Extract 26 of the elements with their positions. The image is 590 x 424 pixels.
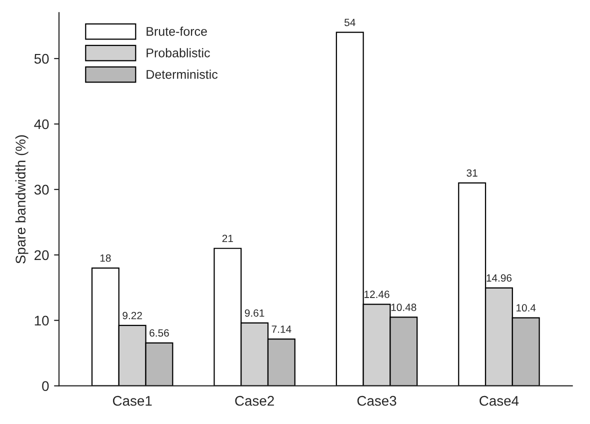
legend-label: Deterministic	[146, 70, 218, 79]
y-tick-label: 10	[34, 316, 49, 326]
legend-label: Probablistic	[146, 48, 210, 58]
data-label: 31	[466, 169, 478, 177]
data-label: 21	[222, 234, 233, 242]
data-label: 9.22	[122, 312, 142, 320]
y-tick-label: 40	[34, 119, 49, 130]
x-tick-label: Case4	[480, 396, 519, 406]
legend-label: Brute-force	[146, 26, 207, 36]
data-label: 9.61	[244, 309, 264, 317]
data-label: 10.4	[516, 304, 536, 312]
y-tick-label: 50	[34, 54, 49, 64]
y-tick-label: 20	[34, 250, 49, 260]
x-tick-label: Case3	[357, 396, 396, 406]
x-tick-label: Case1	[112, 396, 152, 406]
data-label: 7.14	[272, 326, 292, 333]
data-label: 54	[344, 18, 356, 26]
data-label: 18	[100, 254, 111, 262]
data-label: 14.96	[486, 274, 512, 282]
y-axis-title: Spare bandwidth (%)	[15, 135, 28, 264]
data-label: 12.46	[364, 290, 390, 298]
y-tick-label: 30	[34, 184, 49, 195]
x-tick-label: Case2	[235, 396, 274, 406]
y-tick-label: 0	[42, 381, 49, 392]
data-label: 6.56	[150, 329, 169, 337]
data-label: 10.48	[391, 304, 416, 312]
